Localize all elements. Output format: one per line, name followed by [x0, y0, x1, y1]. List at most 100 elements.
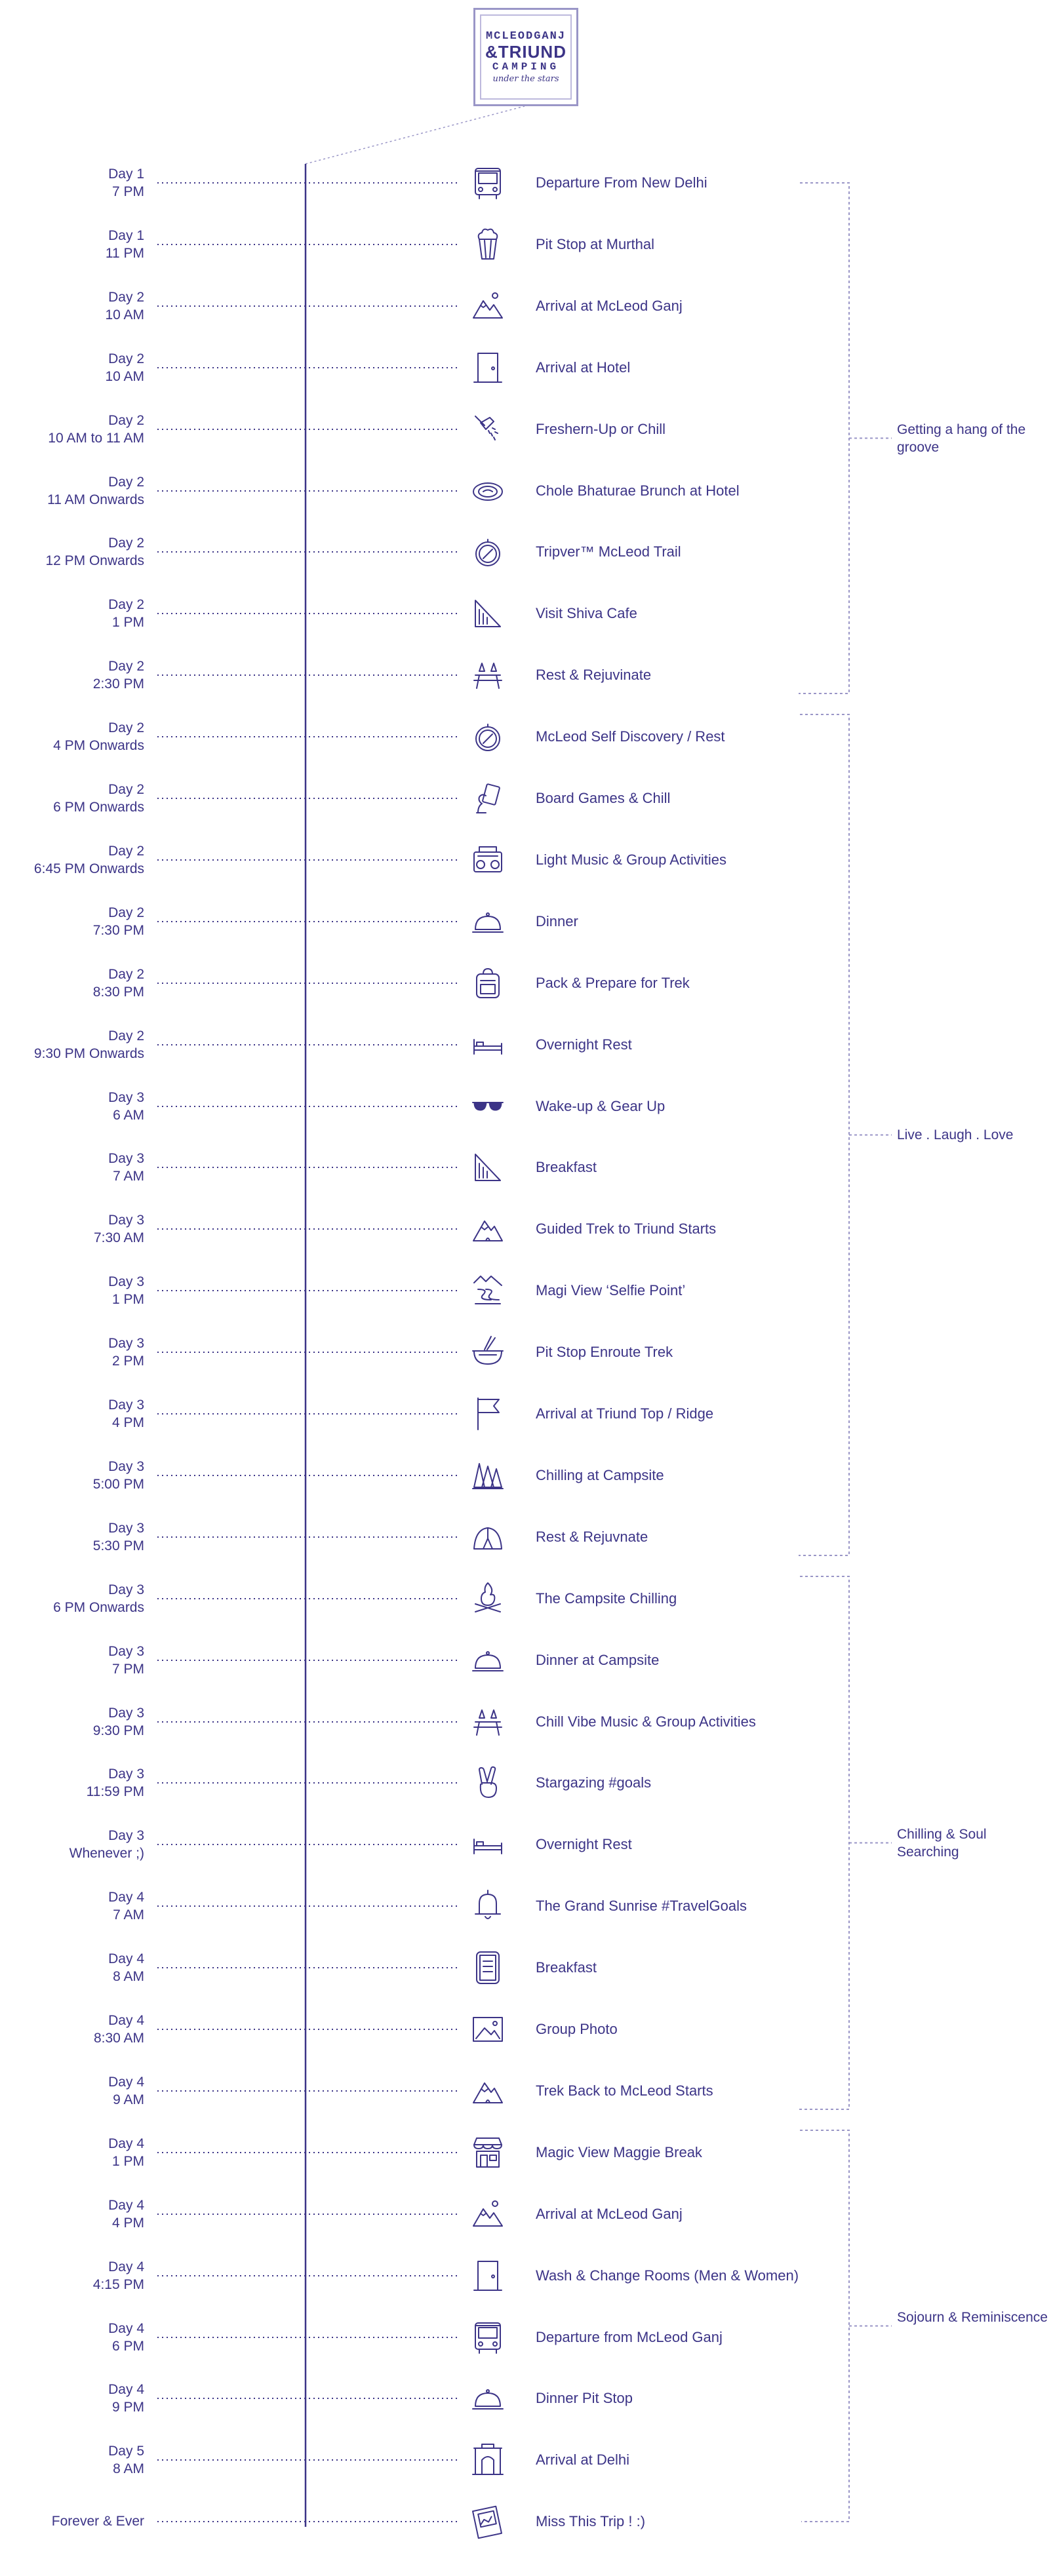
logo-line-1: MCLEODGANJ [485, 30, 566, 43]
event-hour: 7 PM [111, 1662, 144, 1677]
event-time: Day 3 4 PM [0, 1396, 144, 1432]
menu-icon [471, 1949, 504, 1987]
boombox-icon [471, 841, 504, 879]
event-time: Day 5 8 AM [0, 2442, 144, 2478]
event-day: Day 4 [108, 1890, 144, 1905]
event-hour: 10 AM to 11 AM [48, 431, 144, 446]
compass-icon [471, 533, 504, 571]
event-label: Arrival at Hotel [536, 359, 631, 376]
event-time: Forever & Ever [0, 2512, 144, 2530]
event-time: Day 1 11 PM [0, 227, 144, 262]
event-day: Day 2 [108, 720, 144, 735]
event-day: Day 3 [108, 1213, 144, 1228]
event-hour: 9:30 PM Onwards [33, 1046, 144, 1061]
event-label: Overnight Rest [536, 1036, 632, 1053]
event-hour: 9:30 PM [92, 1723, 144, 1738]
event-day: Day 3 [108, 1151, 144, 1166]
event-day: Day 1 [108, 228, 144, 243]
event-time: Day 2 10 AM [0, 350, 144, 385]
event-hour: 11:59 PM [86, 1784, 144, 1799]
bell-icon [471, 1887, 504, 1925]
event-hour: 7 AM [113, 1907, 144, 1922]
shower-icon [471, 410, 504, 448]
event-day: Day 3 [108, 1274, 144, 1289]
event-label: Chilling at Campsite [536, 1467, 664, 1483]
event-label: Light Music & Group Activities [536, 851, 727, 868]
door-icon [471, 2257, 504, 2295]
event-time: Day 3 1 PM [0, 1273, 144, 1308]
event-time: Day 3 7 AM [0, 1150, 144, 1185]
mountain-icon [471, 2072, 504, 2110]
event-label: Magi View ‘Selfie Point’ [536, 1282, 686, 1298]
event-hour: 6 PM Onwards [53, 800, 144, 815]
event-day: Day 1 [108, 166, 144, 182]
event-time: Day 2 4 PM Onwards [0, 719, 144, 754]
photo-icon [471, 2010, 504, 2048]
event-time: Day 3 2 PM [0, 1335, 144, 1370]
event-label: Wash & Change Rooms (Men & Women) [536, 2267, 799, 2284]
event-hour: 7:30 PM [92, 923, 144, 938]
event-hour: Whenever ;) [69, 1846, 144, 1861]
event-time: Day 3 Whenever ;) [0, 1827, 144, 1862]
event-label: Breakfast [536, 1959, 597, 1976]
event-time: Day 4 8:30 AM [0, 2012, 144, 2047]
event-label: Visit Shiva Cafe [536, 605, 637, 621]
event-time: Day 2 6:45 PM Onwards [0, 842, 144, 878]
event-day: Day 3 [108, 1706, 144, 1721]
postcard-icon [471, 2503, 504, 2541]
event-hour: 9 PM [111, 2400, 144, 2415]
picnic-icon [471, 1703, 504, 1741]
event-label: Wake-up & Gear Up [536, 1098, 666, 1114]
event-hour: 7 PM [111, 184, 144, 199]
phase-bracket [799, 714, 850, 1556]
event-day: Day 2 [108, 967, 144, 982]
event-time: Day 1 7 PM [0, 165, 144, 201]
event-label: The Grand Sunrise #TravelGoals [536, 1898, 747, 1914]
backpack-icon [471, 964, 504, 1002]
event-label: Stargazing #goals [536, 1774, 652, 1791]
event-time: Day 2 9:30 PM Onwards [0, 1027, 144, 1063]
event-hour: 9 AM [113, 2092, 144, 2107]
event-hour: 11 PM [105, 246, 144, 261]
event-label: Chill Vibe Music & Group Activities [536, 1713, 756, 1730]
event-label: Rest & Rejuvnate [536, 1529, 648, 1545]
event-time: Day 2 10 AM [0, 288, 144, 324]
shop-icon [471, 2134, 504, 2172]
event-hour: 10 AM [105, 307, 144, 322]
event-day: Day 3 [108, 1397, 144, 1413]
phase-label: Sojourn & Reminiscence [897, 2309, 1048, 2325]
event-label: Group Photo [536, 2021, 618, 2037]
event-hour: 7 AM [113, 1169, 144, 1184]
event-label: Breakfast [536, 1159, 597, 1175]
event-day: Day 2 [108, 844, 144, 859]
compass-icon [471, 718, 504, 756]
flag-icon [471, 1395, 504, 1433]
mountain-icon [471, 1210, 504, 1248]
event-day: Day 4 [108, 2013, 144, 2028]
event-label: Pit Stop Enroute Trek [536, 1344, 673, 1360]
phase-bracket [800, 2130, 850, 2522]
event-day: Day 4 [108, 2382, 144, 2397]
logo-tagline: under the stars [492, 74, 559, 84]
event-hour: 4 PM Onwards [53, 738, 144, 753]
event-time: Day 4 4 PM [0, 2196, 144, 2232]
event-day: Day 3 [108, 1766, 144, 1782]
event-hour: 6 PM [111, 2339, 144, 2354]
event-time: Day 3 7 PM [0, 1643, 144, 1678]
event-label: Overnight Rest [536, 1836, 632, 1852]
event-hour: 8 AM [113, 2461, 144, 2476]
event-hour: 6 PM Onwards [53, 1600, 144, 1615]
india-gate-icon [471, 2441, 504, 2479]
logo: MCLEODGANJ &TRIUND CAMPING under the sta… [473, 8, 578, 106]
event-label: Board Games & Chill [536, 790, 671, 806]
event-label: Departure From New Delhi [536, 174, 707, 191]
event-day: Day 3 [108, 1336, 144, 1351]
event-label: Tripver™ McLeod Trail [536, 543, 681, 560]
event-time: Day 2 7:30 PM [0, 904, 144, 939]
event-day: Day 2 [108, 536, 144, 551]
event-label: Dinner Pit Stop [536, 2390, 633, 2406]
logo-line-2: &TRIUND [485, 42, 566, 62]
event-hour: 1 PM [111, 615, 144, 630]
event-day: Day 2 [108, 290, 144, 305]
